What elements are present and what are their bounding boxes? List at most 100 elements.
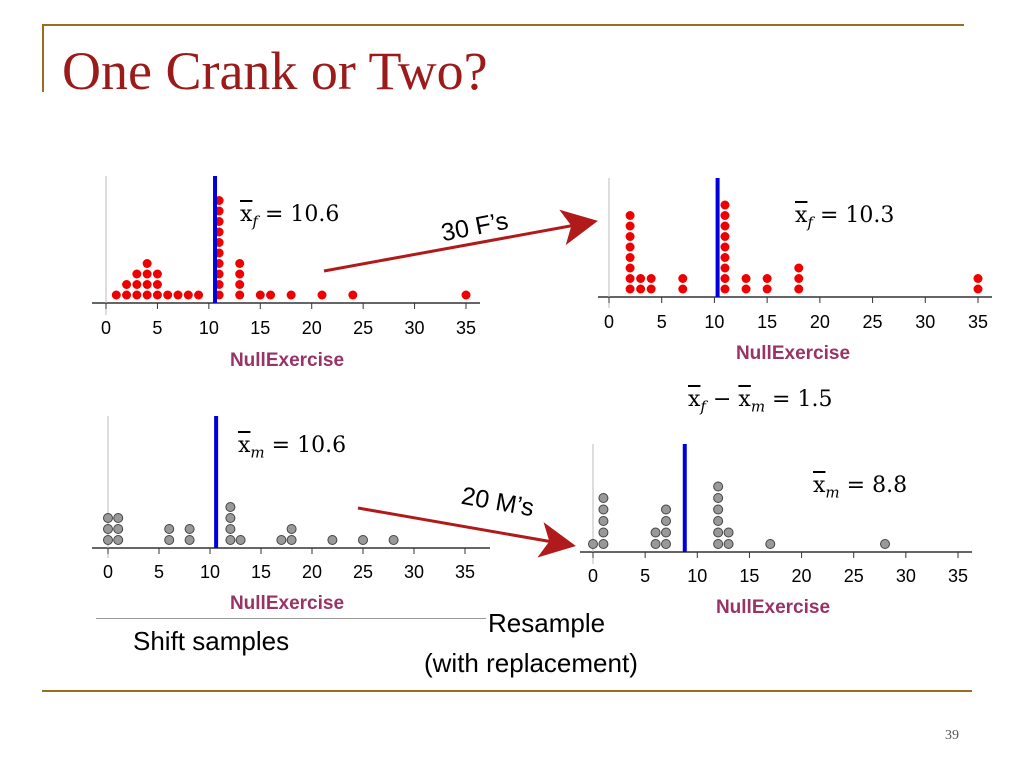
female-resample-mean: xf = 10.3 <box>795 203 895 232</box>
data-dot <box>598 527 609 538</box>
data-dot <box>625 211 635 220</box>
data-dot <box>588 539 598 549</box>
tick-label: 25 <box>353 562 373 582</box>
data-dot <box>713 516 724 526</box>
data-dot <box>183 290 193 300</box>
data-dot <box>720 263 730 273</box>
data-dot <box>266 290 276 300</box>
data-dot <box>152 269 162 279</box>
data-dot <box>276 535 287 545</box>
data-dot <box>720 284 730 294</box>
data-dot <box>388 535 399 545</box>
data-dot <box>661 539 671 549</box>
data-dot <box>794 284 804 294</box>
data-dot <box>636 274 646 283</box>
mean-difference: xf − xm = 1.5 <box>688 387 833 416</box>
data-dot <box>720 200 730 210</box>
female-resample-arrow <box>323 209 598 273</box>
male-resample-arrow <box>357 506 576 558</box>
caption-divider <box>96 618 486 619</box>
data-dot <box>723 539 734 549</box>
tick-label: 25 <box>863 312 883 332</box>
data-dot <box>142 290 152 300</box>
x-axis-label: NullExercise <box>716 597 830 618</box>
tick-label: 15 <box>250 318 270 338</box>
data-dot <box>973 284 983 294</box>
tick-label: 30 <box>915 312 935 332</box>
male-orig-mean: xm = 10.6 <box>238 433 347 462</box>
data-dot <box>348 290 358 300</box>
data-dot <box>225 524 236 534</box>
bottom-rule <box>42 690 972 692</box>
data-dot <box>973 274 983 283</box>
data-dot <box>880 539 890 549</box>
data-dot <box>625 242 635 252</box>
data-dot <box>723 527 734 538</box>
data-dot <box>741 274 751 283</box>
data-dot <box>625 221 635 231</box>
data-dot <box>132 290 142 300</box>
tick-label: 25 <box>353 318 373 338</box>
data-dot <box>103 524 113 534</box>
data-dot <box>713 527 724 538</box>
tick-label: 30 <box>405 318 425 338</box>
data-dot <box>762 274 772 283</box>
data-dot <box>720 253 730 262</box>
data-dot <box>235 535 246 545</box>
tick-label: 0 <box>604 312 614 332</box>
data-dot <box>765 539 776 549</box>
data-dot <box>286 535 297 545</box>
tick-label: 30 <box>896 566 916 586</box>
data-dot <box>720 211 730 220</box>
data-dot <box>132 269 142 279</box>
data-dot <box>184 524 195 534</box>
data-dot <box>636 284 646 294</box>
data-dot <box>111 290 121 300</box>
data-dot <box>720 221 730 231</box>
tick-label: 35 <box>948 566 968 586</box>
data-dot <box>650 527 661 538</box>
data-dot <box>598 539 609 549</box>
data-dot <box>164 524 175 534</box>
data-dot <box>235 280 245 289</box>
tick-label: 5 <box>657 312 667 332</box>
data-dot <box>598 493 609 503</box>
tick-label: 10 <box>687 566 707 586</box>
data-dot <box>713 481 724 492</box>
data-dot <box>142 259 152 268</box>
x-axis-label: NullExercise <box>736 343 850 364</box>
data-dot <box>720 232 730 241</box>
data-dot <box>132 280 142 289</box>
data-dot <box>113 513 124 523</box>
data-dot <box>103 513 113 523</box>
x-axis-label: NullExercise <box>230 350 344 371</box>
data-dot <box>762 284 772 294</box>
data-dot <box>327 535 338 545</box>
shift-samples-caption: Shift samples <box>133 626 290 656</box>
data-dot <box>152 280 162 289</box>
slide-title: One Crank or Two? <box>62 41 488 101</box>
data-dot <box>255 290 265 300</box>
tick-label: 10 <box>200 562 220 582</box>
data-dot <box>225 513 236 523</box>
data-dot <box>142 280 152 289</box>
data-dot <box>794 263 804 273</box>
data-dot <box>661 504 671 515</box>
data-dot <box>235 259 245 268</box>
data-dot <box>661 527 671 538</box>
data-dot <box>678 274 688 283</box>
tick-label: 15 <box>251 562 271 582</box>
data-dot <box>794 274 804 283</box>
data-dot <box>713 493 724 503</box>
tick-label: 5 <box>152 318 162 338</box>
data-dot <box>286 290 296 300</box>
data-dot <box>713 504 724 515</box>
data-dot <box>741 284 751 294</box>
tick-label: 15 <box>757 312 777 332</box>
data-dot <box>152 290 162 300</box>
data-dot <box>225 502 236 512</box>
tick-label: 35 <box>455 562 475 582</box>
data-dot <box>122 290 132 300</box>
